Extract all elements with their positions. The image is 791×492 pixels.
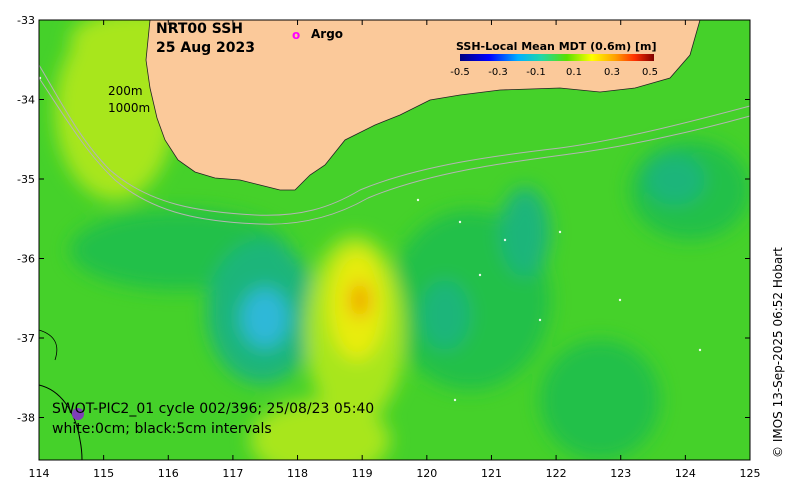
caption-line1: SWOT-PIC2_01 cycle 002/396; 25/08/23 05:…: [52, 401, 374, 417]
ssh-eddy-high-core: [350, 282, 370, 318]
y-axis: -33 -34 -35 -36 -37 -38: [17, 14, 750, 425]
y-tick-label: -36: [17, 253, 35, 266]
shelf-contour-200m: [39, 64, 750, 216]
x-tick-label: 122: [546, 467, 567, 480]
depth-label-1000m: 1000m: [108, 101, 150, 115]
credit-text: © IMOS 13-Sep-2025 06:52 Hobart: [771, 247, 785, 458]
x-tick-label: 121: [481, 467, 502, 480]
shelf-contour-1000m: [39, 77, 750, 225]
x-tick-label: 119: [352, 467, 373, 480]
depth-label-200m: 200m: [108, 84, 143, 98]
ssh-eddy-low-east: [500, 187, 550, 277]
map-title-line1: NRT00 SSH: [156, 21, 243, 37]
x-axis: 114 115 116 117 118 119 120 121 122 123 124 125: [29, 20, 761, 480]
colorbar-tick-label: -0.5: [450, 67, 470, 78]
ssh-eddy-low-core: [241, 288, 289, 348]
colorbar-gradient: [460, 54, 654, 61]
colorbar-tick-label: -0.1: [526, 67, 546, 78]
x-tick-label: 125: [740, 467, 761, 480]
colorbar: SSH-Local Mean MDT (0.6m) [m] -0.5 -0.3 -0…: [450, 40, 658, 78]
x-tick-label: 114: [29, 467, 50, 480]
x-tick-label: 118: [287, 467, 308, 480]
x-tick-label: 116: [158, 467, 179, 480]
colorbar-tick-label: 0.3: [604, 67, 620, 78]
y-tick-label: -37: [17, 332, 35, 345]
ssh-low-region-southeast: [540, 340, 660, 460]
ssh-eddy-low-far-east: [645, 155, 705, 205]
ssh-high-south: [250, 400, 390, 460]
ssh-contour-0cm-points: [39, 76, 702, 402]
ssh-contour-5cm-southwest: [39, 384, 83, 460]
ssh-contour-5cm-west: [39, 329, 58, 361]
x-tick-label: 120: [416, 467, 437, 480]
x-tick-label: 123: [610, 467, 631, 480]
colorbar-ticks: -0.5 -0.3 -0.1 0.1 0.3 0.5: [450, 67, 658, 78]
argo-label: Argo: [311, 27, 343, 41]
ssh-field: [39, 20, 750, 460]
map-title-line2: 25 Aug 2023: [156, 40, 255, 56]
x-tick-label: 115: [93, 467, 114, 480]
colorbar-tick-label: -0.3: [488, 67, 508, 78]
ssh-eddy-low-central: [420, 280, 470, 350]
plot-frame: [38, 19, 751, 461]
y-tick-label: -34: [17, 94, 35, 107]
colorbar-title: SSH-Local Mean MDT (0.6m) [m]: [456, 40, 656, 53]
y-tick-label: -35: [17, 173, 35, 186]
x-tick-label: 124: [675, 467, 696, 480]
observation-marker: [72, 408, 84, 420]
caption-line2: white:0cm; black:5cm intervals: [52, 421, 272, 437]
colorbar-tick-label: 0.5: [642, 67, 658, 78]
colorbar-tick-label: 0.1: [566, 67, 582, 78]
argo-marker-icon: o: [292, 28, 300, 42]
y-tick-label: -38: [17, 412, 35, 425]
x-tick-label: 117: [222, 467, 243, 480]
y-tick-label: -33: [17, 14, 35, 27]
land-australia: [145, 20, 701, 191]
